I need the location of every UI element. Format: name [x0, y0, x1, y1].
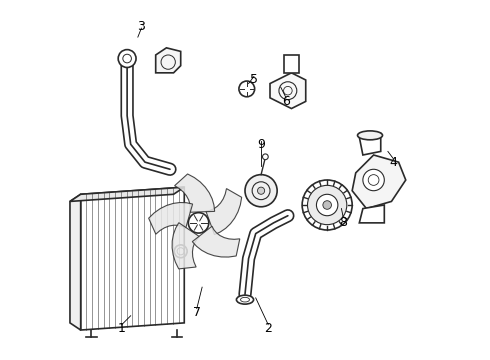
Circle shape	[363, 169, 384, 191]
Text: 6: 6	[282, 95, 290, 108]
Polygon shape	[70, 187, 184, 202]
Circle shape	[188, 213, 209, 233]
Circle shape	[258, 187, 265, 194]
Ellipse shape	[358, 131, 383, 140]
Polygon shape	[148, 203, 193, 234]
Polygon shape	[270, 73, 306, 109]
Circle shape	[317, 194, 338, 216]
Text: 9: 9	[257, 138, 265, 151]
Ellipse shape	[237, 295, 253, 304]
Text: 5: 5	[250, 73, 258, 86]
Polygon shape	[156, 48, 181, 73]
Polygon shape	[81, 187, 184, 330]
Polygon shape	[284, 55, 298, 73]
Polygon shape	[174, 174, 215, 212]
Circle shape	[323, 201, 331, 209]
Polygon shape	[70, 194, 81, 330]
Circle shape	[245, 175, 277, 207]
Text: 1: 1	[118, 322, 126, 335]
Text: 4: 4	[390, 156, 397, 168]
Text: 2: 2	[264, 322, 272, 335]
Polygon shape	[352, 155, 406, 208]
Polygon shape	[359, 205, 384, 223]
Polygon shape	[206, 189, 242, 235]
Polygon shape	[359, 134, 381, 155]
Circle shape	[118, 50, 136, 67]
Polygon shape	[192, 226, 240, 257]
Circle shape	[263, 154, 268, 159]
Circle shape	[308, 185, 347, 225]
Text: 7: 7	[193, 306, 201, 319]
Text: 8: 8	[339, 216, 347, 229]
Text: 3: 3	[138, 20, 146, 33]
Circle shape	[239, 81, 255, 97]
Polygon shape	[172, 223, 199, 269]
